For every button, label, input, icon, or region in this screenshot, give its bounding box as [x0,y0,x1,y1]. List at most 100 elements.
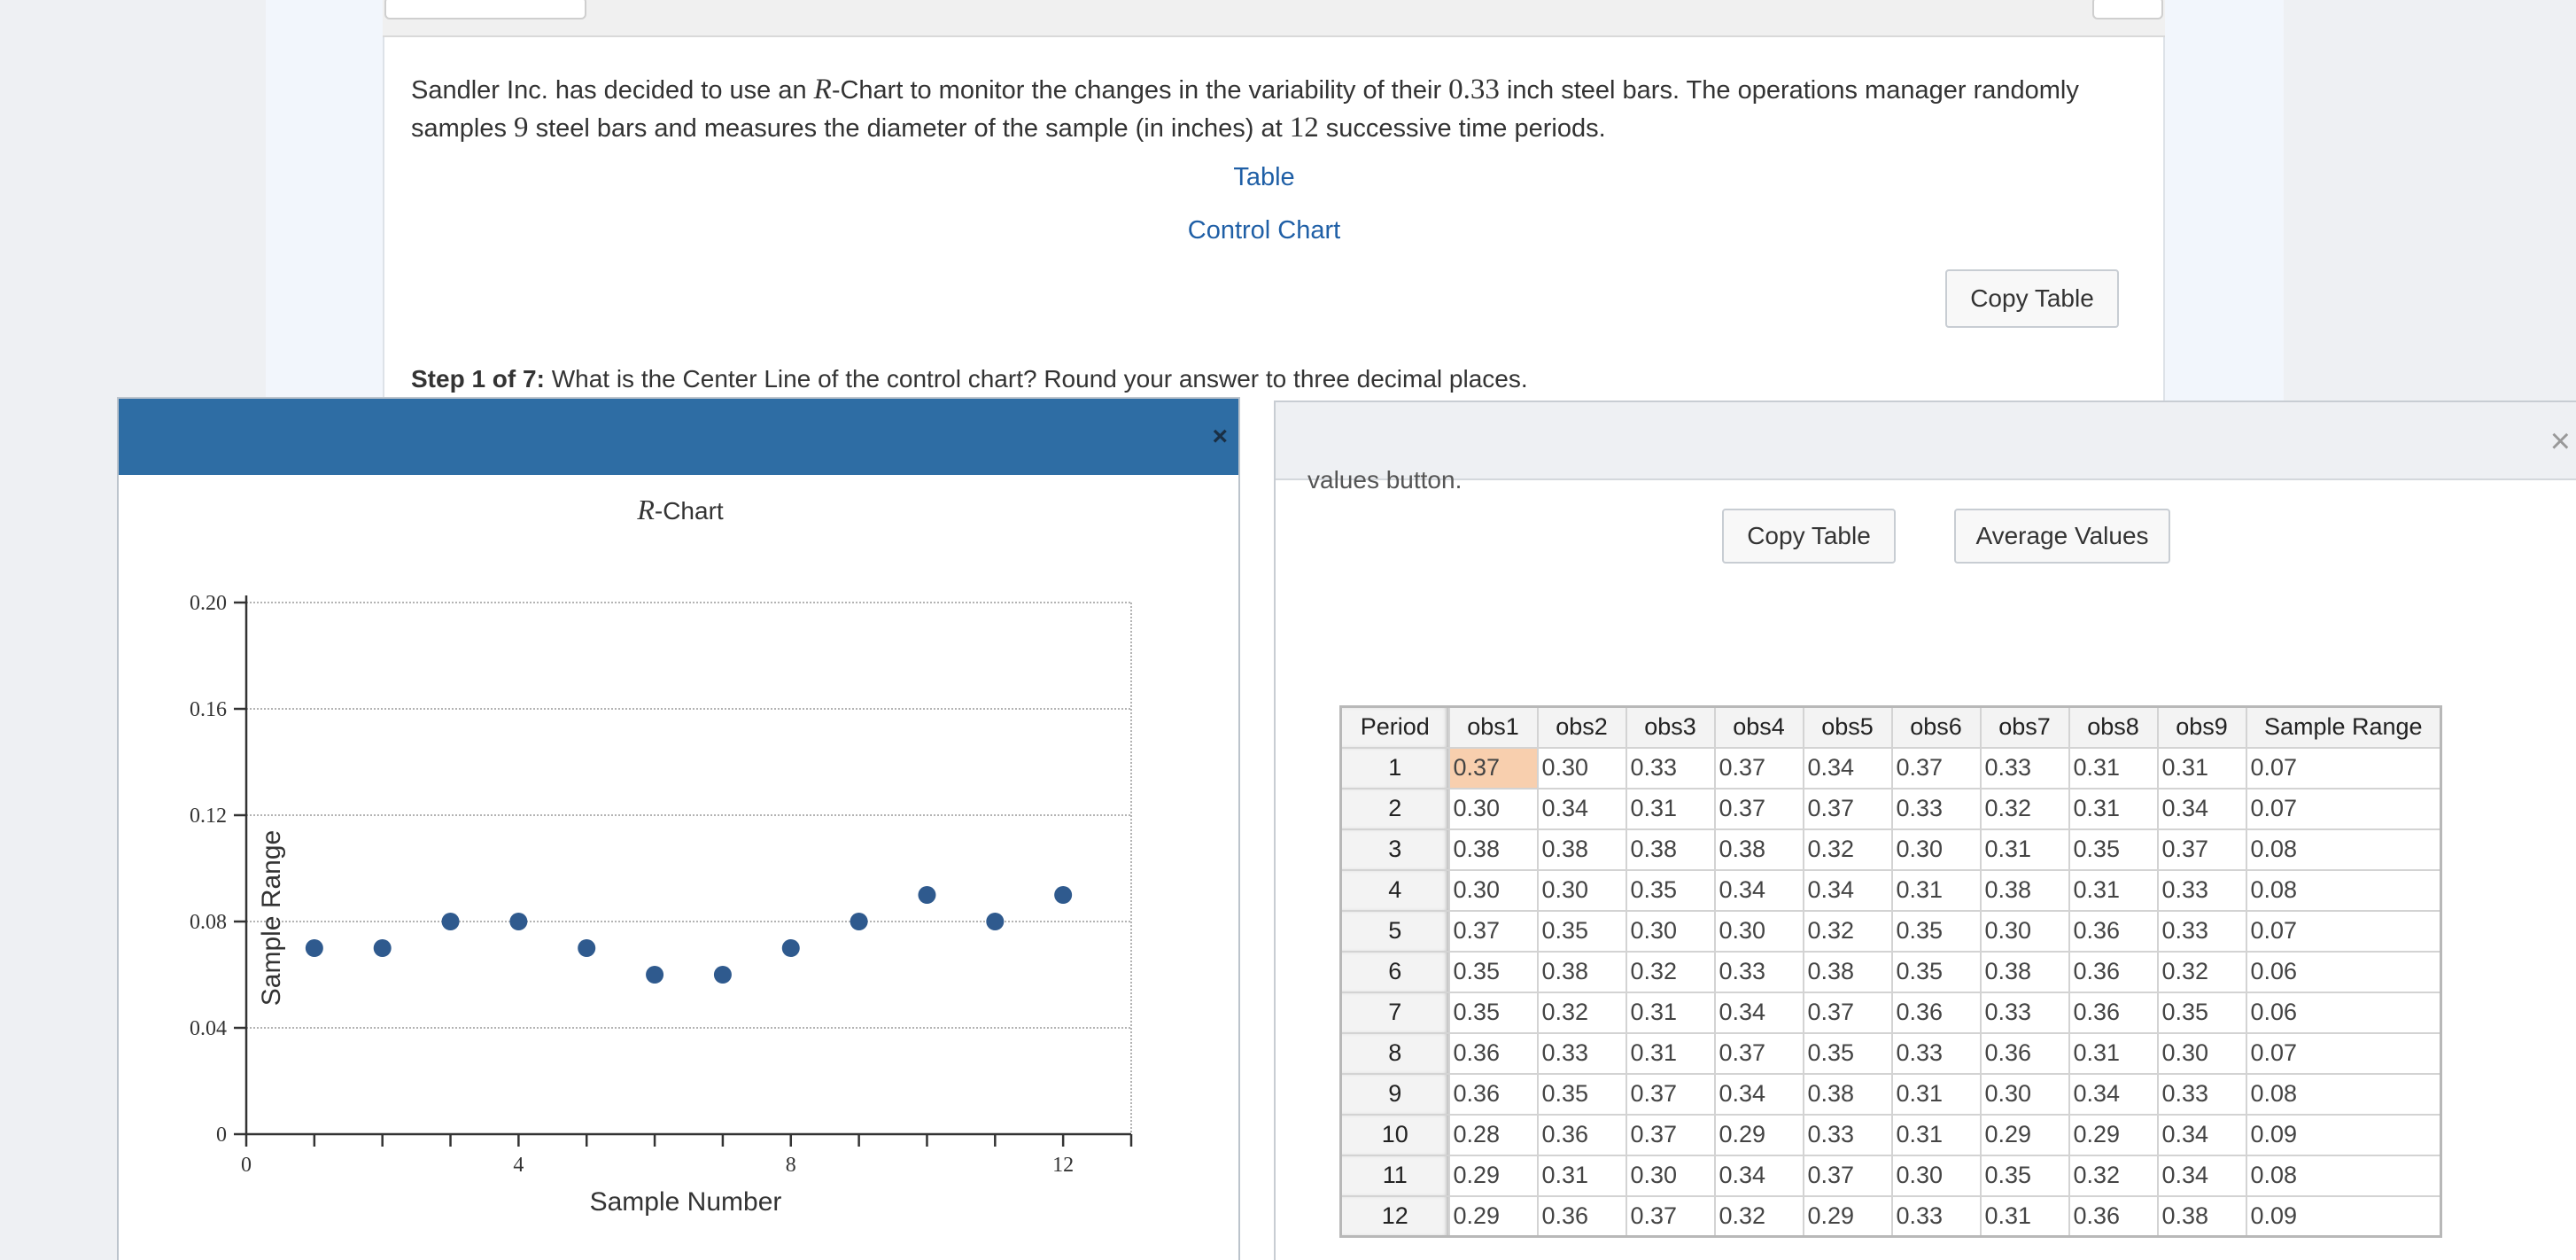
table-cell[interactable]: 0.36 [2068,950,2159,993]
table-cell[interactable]: 0.37 [2156,828,2247,871]
table-cell[interactable]: 0.08 [2245,868,2442,912]
table-cell[interactable]: 0.08 [2245,1072,2442,1116]
table-cell[interactable]: 0.33 [2156,868,2247,912]
table-cell[interactable]: 0.35 [1802,1031,1893,1075]
table-cell[interactable]: 0.37 [1890,746,1982,789]
table-cell[interactable]: 0.36 [1447,1072,1539,1116]
table-cell[interactable]: 0.31 [2156,746,2247,789]
table-cell[interactable]: 0.31 [2068,1031,2159,1075]
table-cell[interactable]: 0.31 [1890,868,1982,912]
table-cell[interactable]: 0.31 [1625,1031,1716,1075]
copy-table-button[interactable]: Copy Table [1945,269,2119,328]
table-cell[interactable]: 0.30 [1890,1154,1982,1197]
toolbar-button-right[interactable] [2092,0,2163,19]
table-cell[interactable]: 0.34 [1713,1072,1804,1116]
table-cell[interactable]: 0.30 [1979,1072,2070,1116]
table-cell[interactable]: 0.33 [1979,991,2070,1034]
table-cell[interactable]: 0.35 [1890,950,1982,993]
table-cell[interactable]: 0.34 [2156,1154,2247,1197]
close-icon[interactable]: × [1212,422,1228,451]
table-cell[interactable]: 0.35 [1625,868,1716,912]
table-cell[interactable]: 0.07 [2245,909,2442,953]
toolbar-button-left[interactable] [384,0,586,19]
table-cell[interactable]: 0.29 [2068,1113,2159,1156]
table-cell[interactable]: 0.30 [1979,909,2070,953]
table-cell[interactable]: 0.32 [1713,1194,1804,1238]
table-cell[interactable]: 0.37 [1625,1113,1716,1156]
table-cell[interactable]: 0.31 [1625,991,1716,1034]
table-cell[interactable]: 0.32 [1979,787,2070,830]
table-cell[interactable]: 0.36 [1536,1194,1627,1238]
table-cell[interactable]: 0.35 [1536,1072,1627,1116]
table-cell[interactable]: 0.09 [2245,1113,2442,1156]
table-cell[interactable]: 0.38 [1536,828,1627,871]
table-cell[interactable]: 0.38 [1802,950,1893,993]
table-cell[interactable]: 0.38 [1447,828,1539,871]
table-cell[interactable]: 0.37 [1447,746,1539,789]
table-cell[interactable]: 0.34 [1536,787,1627,830]
table-cell[interactable]: 0.37 [1447,909,1539,953]
table-cell[interactable]: 0.34 [2156,787,2247,830]
table-cell[interactable]: 0.35 [1536,909,1627,953]
table-cell[interactable]: 0.31 [1979,828,2070,871]
table-cell[interactable]: 0.32 [2068,1154,2159,1197]
table-cell[interactable]: 0.37 [1713,1031,1804,1075]
table-cell[interactable]: 0.36 [2068,909,2159,953]
table-cell[interactable]: 0.35 [1447,991,1539,1034]
table-cell[interactable]: 0.30 [1536,868,1627,912]
table-cell[interactable]: 0.37 [1713,746,1804,789]
table-link[interactable]: Table [1233,163,1295,191]
table-cell[interactable]: 0.38 [1713,828,1804,871]
table-cell[interactable]: 0.32 [1802,909,1893,953]
table-cell[interactable]: 0.07 [2245,1031,2442,1075]
table-cell[interactable]: 0.29 [1979,1113,2070,1156]
table-cell[interactable]: 0.37 [1802,1154,1893,1197]
table-cell[interactable]: 0.34 [1802,868,1893,912]
table-cell[interactable]: 0.34 [1713,868,1804,912]
copy-table-button[interactable]: Copy Table [1722,509,1896,564]
table-cell[interactable]: 0.36 [2068,1194,2159,1238]
table-cell[interactable]: 0.36 [1536,1113,1627,1156]
table-cell[interactable]: 0.36 [1447,1031,1539,1075]
table-cell[interactable]: 0.33 [1890,1031,1982,1075]
table-cell[interactable]: 0.06 [2245,950,2442,993]
table-cell[interactable]: 0.33 [1536,1031,1627,1075]
table-cell[interactable]: 0.28 [1447,1113,1539,1156]
table-cell[interactable]: 0.29 [1447,1154,1539,1197]
table-cell[interactable]: 0.35 [2068,828,2159,871]
table-cell[interactable]: 0.31 [1536,1154,1627,1197]
table-cell[interactable]: 0.33 [2156,909,2247,953]
table-cell[interactable]: 0.08 [2245,1154,2442,1197]
table-cell[interactable]: 0.36 [2068,991,2159,1034]
table-cell[interactable]: 0.31 [1890,1113,1982,1156]
table-cell[interactable]: 0.08 [2245,828,2442,871]
table-cell[interactable]: 0.35 [1890,909,1982,953]
table-cell[interactable]: 0.34 [1713,1154,1804,1197]
table-cell[interactable]: 0.31 [2068,868,2159,912]
table-cell[interactable]: 0.37 [1625,1194,1716,1238]
average-values-button[interactable]: Average Values [1954,509,2170,564]
table-cell[interactable]: 0.37 [1625,1072,1716,1116]
table-cell[interactable]: 0.29 [1713,1113,1804,1156]
control-chart-link[interactable]: Control Chart [1187,216,1341,245]
table-cell[interactable]: 0.33 [2156,1072,2247,1116]
table-cell[interactable]: 0.32 [1802,828,1893,871]
table-cell[interactable]: 0.29 [1802,1194,1893,1238]
table-cell[interactable]: 0.37 [1802,991,1893,1034]
table-cell[interactable]: 0.36 [1979,1031,2070,1075]
table-cell[interactable]: 0.38 [1979,950,2070,993]
table-cell[interactable]: 0.07 [2245,746,2442,789]
table-cell[interactable]: 0.34 [1802,746,1893,789]
table-cell[interactable]: 0.30 [2156,1031,2247,1075]
table-cell[interactable]: 0.33 [1890,1194,1982,1238]
table-cell[interactable]: 0.35 [1979,1154,2070,1197]
table-cell[interactable]: 0.34 [2068,1072,2159,1116]
table-cell[interactable]: 0.30 [1890,828,1982,871]
table-cell[interactable]: 0.33 [1802,1113,1893,1156]
table-cell[interactable]: 0.09 [2245,1194,2442,1238]
table-cell[interactable]: 0.31 [2068,787,2159,830]
table-dialog-header[interactable]: × [1276,402,2576,480]
table-cell[interactable]: 0.31 [1625,787,1716,830]
table-cell[interactable]: 0.30 [1625,1154,1716,1197]
table-cell[interactable]: 0.30 [1447,868,1539,912]
